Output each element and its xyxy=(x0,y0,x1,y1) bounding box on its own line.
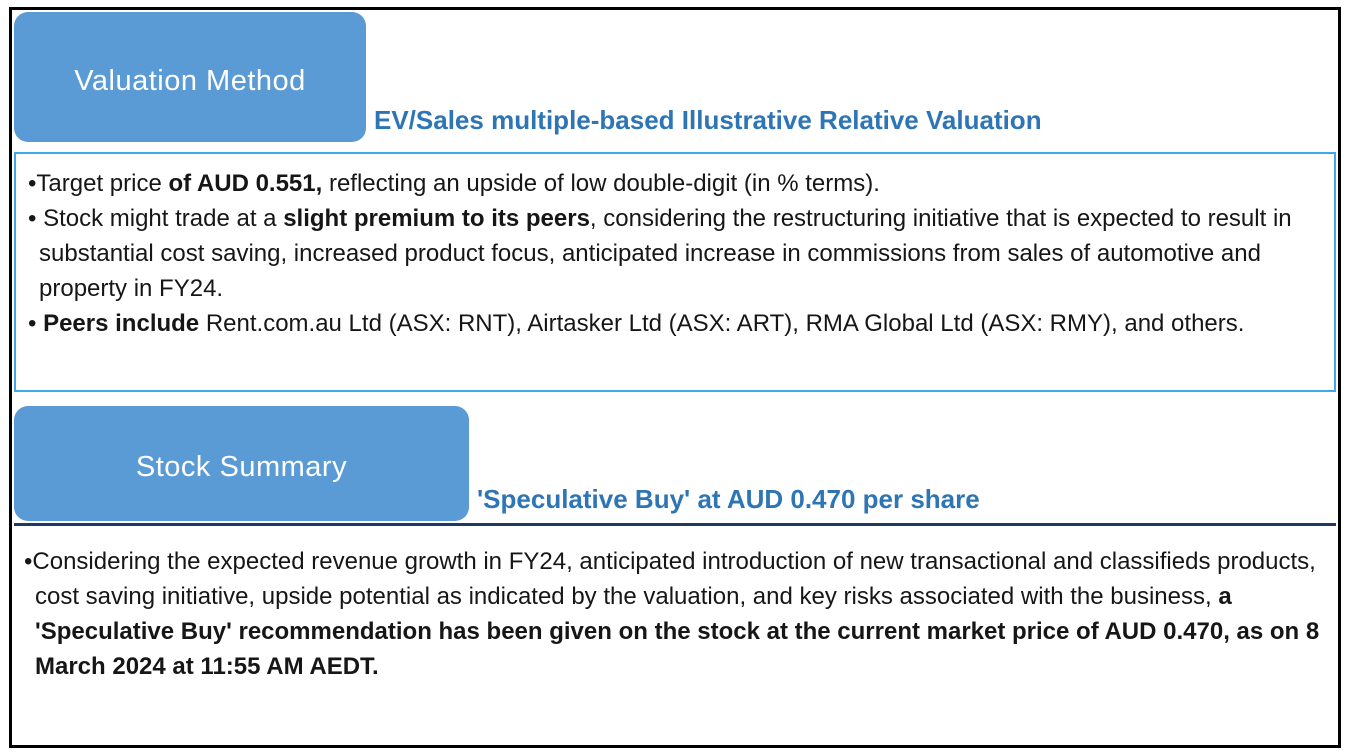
stock-summary-subtitle: 'Speculative Buy' at AUD 0.470 per share xyxy=(477,484,980,514)
stock-summary-body: •Considering the expected revenue growth… xyxy=(14,526,1336,684)
stock-summary-tab-label: Stock Summary xyxy=(135,451,348,483)
stock-summary-section: Stock Summary 'Speculative Buy' at AUD 0… xyxy=(14,406,1336,684)
stock-summary-divider xyxy=(14,523,1336,526)
valuation-method-section: Valuation Method EV/Sales multiple-based… xyxy=(14,12,1336,392)
valuation-bullet-box: •Target price of AUD 0.551, reflecting a… xyxy=(14,152,1336,392)
valuation-method-tab-label: Valuation Method xyxy=(74,64,306,97)
valuation-method-tab: Valuation Method xyxy=(14,12,366,142)
valuation-bullet-target-price: •Target price of AUD 0.551, reflecting a… xyxy=(28,170,880,197)
stock-summary-header: Stock Summary 'Speculative Buy' at AUD 0… xyxy=(14,406,1336,521)
valuation-method-header: Valuation Method EV/Sales multiple-based… xyxy=(14,12,1336,142)
valuation-bullet-peers: • Peers include Rent.com.au Ltd (ASX: RN… xyxy=(28,310,1245,337)
report-frame: Valuation Method EV/Sales multiple-based… xyxy=(9,7,1341,748)
valuation-bullet-premium: • Stock might trade at a slight premium … xyxy=(28,205,1292,302)
valuation-method-subtitle: EV/Sales multiple-based Illustrative Rel… xyxy=(374,105,1042,135)
stock-summary-tab: Stock Summary xyxy=(14,406,469,521)
stock-summary-bullet-recommendation: •Considering the expected revenue growth… xyxy=(24,548,1320,680)
